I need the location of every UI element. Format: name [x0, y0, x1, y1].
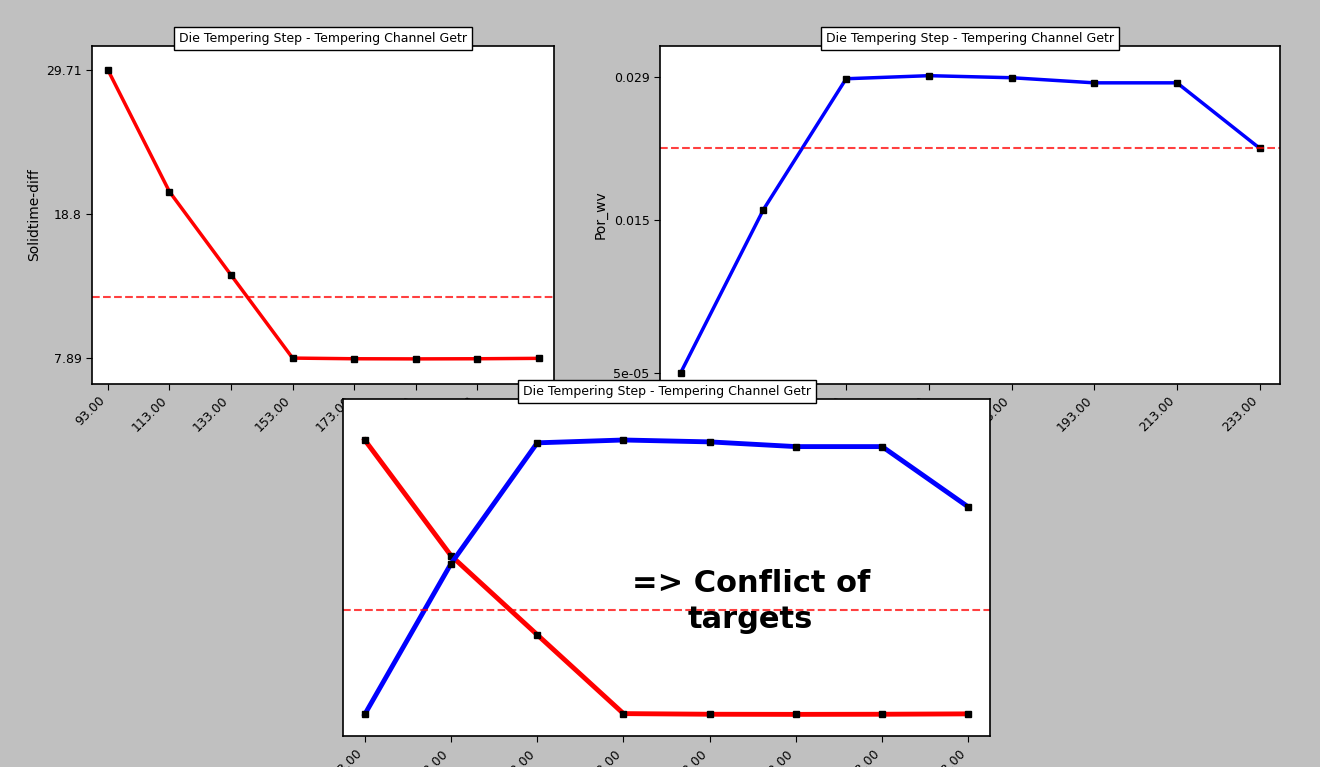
- Title: Die Tempering Step - Tempering Channel Getr: Die Tempering Step - Tempering Channel G…: [523, 385, 810, 397]
- Title: Die Tempering Step - Tempering Channel Getr: Die Tempering Step - Tempering Channel G…: [180, 32, 467, 44]
- Y-axis label: Solidtime-diff: Solidtime-diff: [26, 168, 41, 262]
- Y-axis label: Por_wv: Por_wv: [594, 190, 607, 239]
- Text: => Conflict of
targets: => Conflict of targets: [631, 569, 870, 634]
- Title: Die Tempering Step - Tempering Channel Getr: Die Tempering Step - Tempering Channel G…: [826, 32, 1114, 44]
